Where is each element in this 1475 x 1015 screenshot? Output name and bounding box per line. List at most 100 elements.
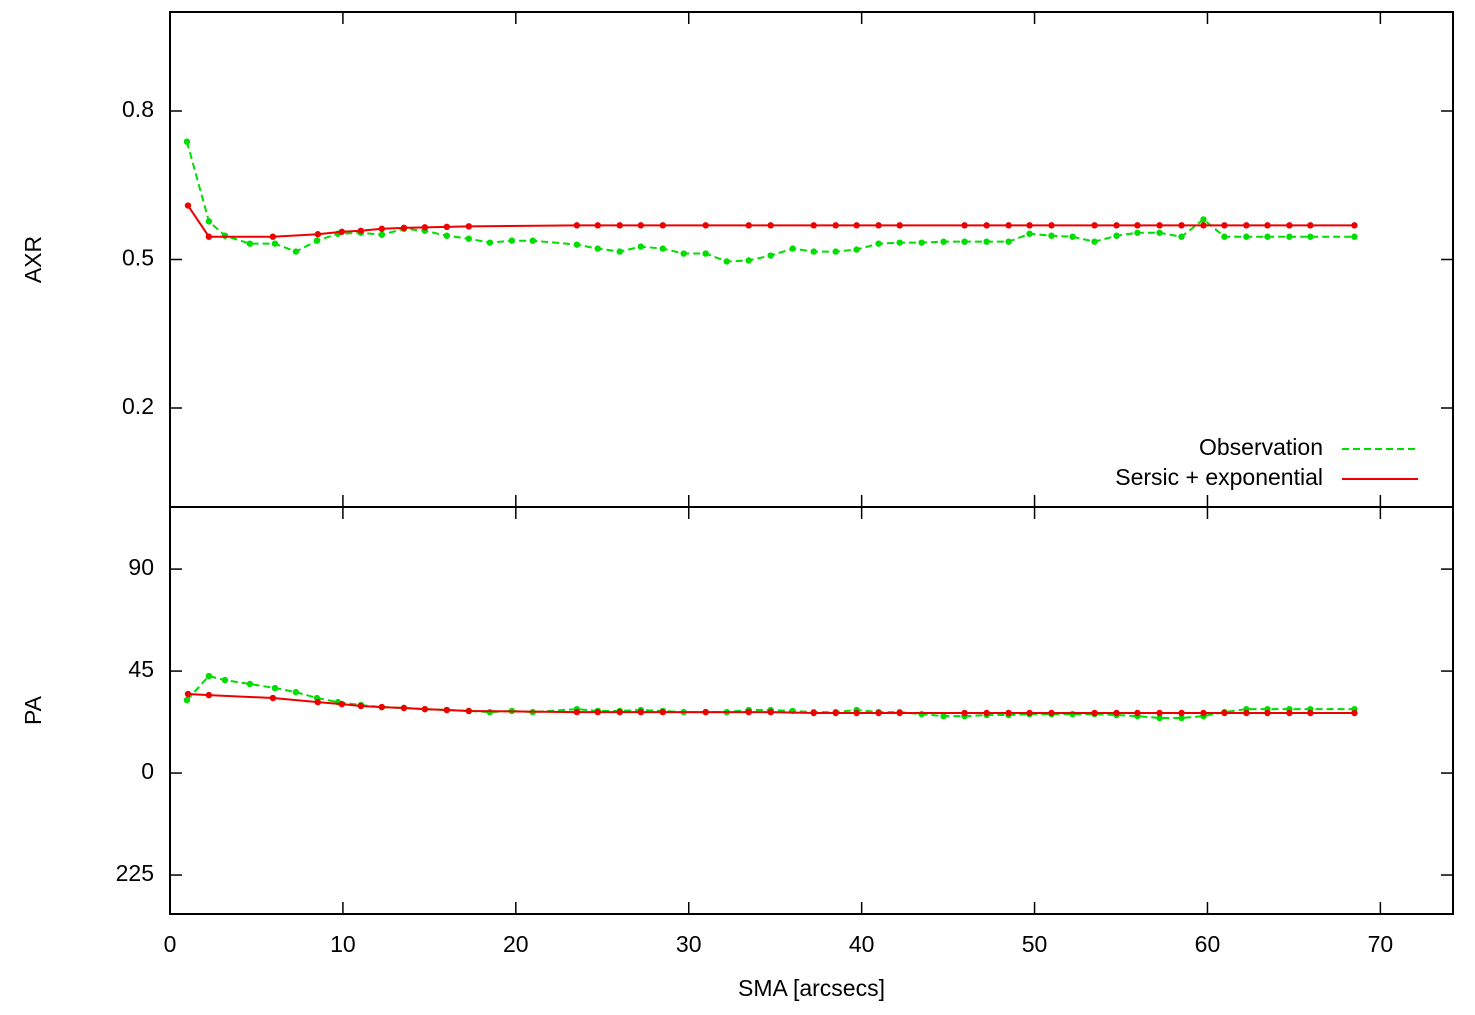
point bbox=[1005, 709, 1012, 717]
point bbox=[961, 709, 968, 717]
point bbox=[1264, 233, 1271, 240]
point bbox=[659, 708, 666, 716]
legend-label: Sersic + exponential bbox=[1115, 464, 1323, 490]
point bbox=[1069, 710, 1076, 718]
point bbox=[875, 222, 882, 229]
point bbox=[313, 237, 321, 244]
point bbox=[896, 222, 903, 229]
point bbox=[961, 238, 968, 245]
point bbox=[1134, 222, 1141, 229]
x-axis-label: SMA [arcsecs] bbox=[738, 975, 885, 1001]
series-line bbox=[185, 141, 1355, 263]
point bbox=[421, 224, 429, 231]
point bbox=[221, 676, 229, 684]
point bbox=[465, 707, 472, 715]
point bbox=[616, 248, 623, 255]
point bbox=[338, 228, 346, 235]
point bbox=[940, 712, 947, 720]
y-tick-label: 45 bbox=[128, 656, 154, 682]
point bbox=[983, 222, 990, 229]
point bbox=[1048, 222, 1055, 229]
point bbox=[1178, 222, 1185, 229]
point bbox=[292, 688, 300, 696]
point bbox=[271, 684, 279, 692]
point bbox=[1200, 216, 1207, 223]
point bbox=[1113, 222, 1120, 229]
point bbox=[205, 218, 213, 225]
point bbox=[853, 246, 860, 253]
point bbox=[1264, 222, 1271, 229]
point bbox=[1091, 222, 1098, 229]
point bbox=[961, 222, 968, 229]
point bbox=[767, 252, 774, 259]
point bbox=[832, 709, 839, 717]
point bbox=[702, 222, 709, 229]
point bbox=[357, 702, 365, 710]
point bbox=[853, 222, 860, 229]
point bbox=[1069, 233, 1076, 240]
point bbox=[292, 248, 300, 255]
point bbox=[443, 223, 451, 231]
point bbox=[1091, 709, 1098, 717]
point bbox=[183, 696, 191, 704]
point bbox=[246, 240, 254, 247]
point bbox=[1134, 229, 1141, 236]
point bbox=[314, 698, 322, 706]
point bbox=[1113, 709, 1120, 717]
y-axis-label: AXR bbox=[20, 236, 46, 283]
point bbox=[1091, 238, 1098, 245]
point bbox=[767, 222, 774, 229]
point bbox=[443, 706, 451, 714]
y-tick-label: 90 bbox=[128, 554, 154, 580]
point bbox=[1307, 222, 1314, 229]
point bbox=[767, 708, 774, 716]
point bbox=[486, 239, 494, 246]
point bbox=[745, 222, 752, 229]
point bbox=[465, 223, 472, 230]
point bbox=[896, 709, 903, 717]
point bbox=[616, 708, 623, 716]
point bbox=[400, 704, 408, 712]
point bbox=[594, 708, 601, 716]
point bbox=[702, 250, 709, 257]
x-tick-label: 50 bbox=[1022, 931, 1048, 957]
point bbox=[378, 231, 386, 238]
point bbox=[832, 248, 839, 255]
x-tick-label: 30 bbox=[676, 931, 702, 957]
point bbox=[271, 240, 279, 247]
point bbox=[940, 238, 947, 245]
point bbox=[1307, 709, 1314, 717]
point bbox=[1221, 233, 1228, 240]
point bbox=[1243, 233, 1250, 240]
point bbox=[1156, 709, 1163, 717]
point bbox=[983, 238, 990, 245]
point bbox=[875, 709, 882, 717]
point bbox=[810, 222, 817, 229]
point bbox=[745, 257, 752, 264]
point bbox=[1221, 222, 1228, 229]
point bbox=[853, 709, 860, 717]
point bbox=[1307, 233, 1314, 240]
point bbox=[896, 239, 903, 246]
point bbox=[875, 240, 882, 247]
point bbox=[810, 709, 817, 717]
x-tick-label: 10 bbox=[330, 931, 356, 957]
point bbox=[573, 241, 581, 248]
point bbox=[918, 710, 925, 718]
point bbox=[1005, 222, 1012, 229]
point bbox=[637, 222, 645, 229]
point bbox=[680, 250, 687, 257]
point bbox=[1286, 233, 1293, 240]
plot-frame bbox=[169, 506, 1454, 915]
point bbox=[983, 709, 990, 717]
point bbox=[1286, 222, 1293, 229]
x-tick-label: 20 bbox=[503, 931, 529, 957]
point bbox=[1178, 233, 1185, 240]
point bbox=[400, 224, 408, 232]
point bbox=[594, 245, 601, 252]
y-tick-label: 0.2 bbox=[122, 393, 154, 419]
point bbox=[1351, 233, 1358, 240]
point bbox=[1351, 222, 1358, 229]
point bbox=[465, 235, 472, 242]
